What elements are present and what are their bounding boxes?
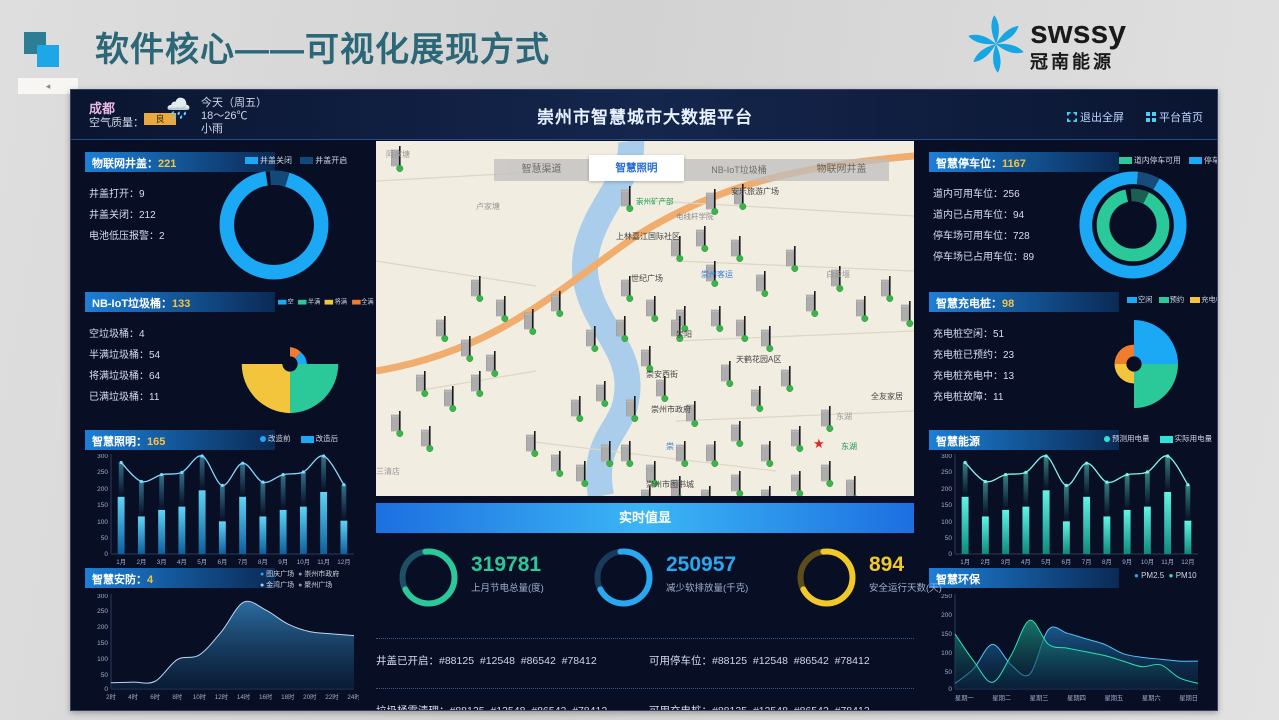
svg-text:10时: 10时 bbox=[193, 692, 207, 701]
svg-text:2时: 2时 bbox=[106, 692, 117, 701]
svg-text:150: 150 bbox=[97, 502, 108, 509]
svg-text:1月: 1月 bbox=[960, 558, 970, 566]
svg-text:星期六: 星期六 bbox=[1142, 693, 1161, 702]
svg-text:4时: 4时 bbox=[128, 692, 139, 701]
svg-text:6月: 6月 bbox=[1061, 558, 1071, 566]
svg-text:22时: 22时 bbox=[325, 692, 339, 701]
svg-text:9月: 9月 bbox=[278, 558, 288, 566]
svg-text:3月: 3月 bbox=[157, 558, 167, 566]
svg-text:10月: 10月 bbox=[1141, 558, 1154, 566]
svg-text:300: 300 bbox=[941, 454, 952, 460]
svg-text:12月: 12月 bbox=[337, 558, 350, 566]
svg-text:24时: 24时 bbox=[347, 692, 359, 701]
svg-text:200: 200 bbox=[941, 612, 952, 619]
svg-text:星期日: 星期日 bbox=[1179, 694, 1198, 702]
svg-text:250: 250 bbox=[941, 594, 952, 600]
svg-text:8时: 8时 bbox=[172, 692, 183, 701]
svg-text:150: 150 bbox=[941, 502, 952, 509]
svg-text:250: 250 bbox=[97, 469, 108, 476]
svg-text:250: 250 bbox=[941, 469, 952, 476]
svg-text:星期四: 星期四 bbox=[1067, 694, 1086, 702]
svg-text:200: 200 bbox=[941, 486, 952, 493]
svg-text:14时: 14时 bbox=[237, 692, 251, 701]
svg-text:11月: 11月 bbox=[1161, 558, 1174, 566]
svg-text:0: 0 bbox=[104, 551, 108, 558]
svg-text:10月: 10月 bbox=[297, 558, 310, 566]
svg-text:3月: 3月 bbox=[1001, 558, 1011, 566]
svg-text:6时: 6时 bbox=[150, 692, 161, 701]
svg-text:0: 0 bbox=[948, 551, 952, 558]
svg-text:5月: 5月 bbox=[1041, 558, 1051, 566]
svg-text:150: 150 bbox=[941, 631, 952, 638]
svg-text:300: 300 bbox=[97, 454, 108, 460]
svg-text:星期三: 星期三 bbox=[1030, 694, 1049, 702]
svg-text:2月: 2月 bbox=[980, 558, 990, 566]
svg-text:18时: 18时 bbox=[281, 692, 295, 701]
svg-text:7月: 7月 bbox=[1082, 558, 1092, 566]
svg-text:150: 150 bbox=[97, 640, 108, 647]
svg-text:星期二: 星期二 bbox=[992, 694, 1011, 702]
svg-text:0: 0 bbox=[948, 686, 952, 693]
svg-text:16时: 16时 bbox=[259, 692, 273, 701]
svg-text:100: 100 bbox=[941, 650, 952, 657]
svg-text:4月: 4月 bbox=[1021, 558, 1031, 566]
svg-text:6月: 6月 bbox=[217, 558, 227, 566]
svg-text:8月: 8月 bbox=[1102, 558, 1112, 566]
svg-text:12月: 12月 bbox=[1181, 558, 1194, 566]
svg-text:11月: 11月 bbox=[317, 558, 330, 566]
svg-text:星期一: 星期一 bbox=[955, 694, 975, 702]
svg-text:7月: 7月 bbox=[238, 558, 248, 566]
svg-text:20时: 20时 bbox=[303, 692, 317, 701]
svg-text:250: 250 bbox=[97, 608, 108, 615]
svg-text:8月: 8月 bbox=[258, 558, 268, 566]
svg-text:12时: 12时 bbox=[215, 692, 229, 701]
svg-text:50: 50 bbox=[945, 535, 953, 542]
svg-text:50: 50 bbox=[101, 535, 109, 542]
svg-text:4月: 4月 bbox=[177, 558, 187, 566]
svg-text:50: 50 bbox=[945, 669, 953, 676]
svg-text:100: 100 bbox=[941, 519, 952, 526]
svg-text:0: 0 bbox=[104, 686, 108, 693]
svg-text:星期五: 星期五 bbox=[1104, 694, 1123, 702]
svg-text:100: 100 bbox=[97, 656, 108, 663]
svg-text:50: 50 bbox=[101, 672, 109, 679]
svg-text:9月: 9月 bbox=[1122, 558, 1132, 566]
svg-text:300: 300 bbox=[97, 594, 108, 600]
svg-text:5月: 5月 bbox=[197, 558, 207, 566]
svg-text:100: 100 bbox=[97, 519, 108, 526]
svg-text:2月: 2月 bbox=[136, 558, 146, 566]
svg-text:200: 200 bbox=[97, 486, 108, 493]
svg-text:200: 200 bbox=[97, 624, 108, 631]
svg-text:1月: 1月 bbox=[116, 558, 126, 566]
